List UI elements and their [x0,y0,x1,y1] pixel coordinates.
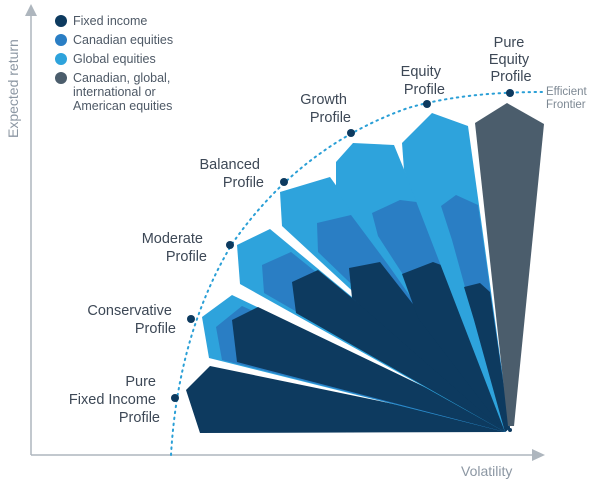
segment-pure-fixed-income [186,366,510,433]
fixed-income-band [349,262,510,432]
legend-swatch [55,53,67,65]
x-axis-arrow-icon [532,449,545,461]
legend-item-canadian-equities: Canadian equities [55,33,173,47]
segment-balanced [280,177,510,432]
segment-moderate [237,229,510,432]
fan-apex [508,428,512,432]
profile-nodes [171,89,514,402]
segment-pure-equity [475,103,544,426]
legend-swatch [55,34,67,46]
label-equity: Equity Profile [401,64,445,98]
x-axis-label: Volatility [461,463,512,479]
legend-label: Fixed income [73,14,147,28]
label-growth: Growth Profile [300,92,351,126]
segment-growth [336,143,510,432]
profile-segments [186,103,544,433]
legend-label: Canadian equities [73,33,173,47]
legend-swatch [55,72,67,84]
segment-equity [402,113,510,432]
legend-item-global-equities: Global equities [55,52,156,66]
efficient-frontier-label-line1: Efficient [546,86,588,98]
fixed-income-band [402,262,510,432]
segment-conservative [202,295,510,432]
fixed-income-band [186,366,510,433]
node-growth [347,129,355,137]
fixed-income-band [292,270,510,432]
label-pure-equity: Pure Equity Profile [489,35,533,85]
fixed-income-band [232,307,510,432]
node-conservative [187,315,195,323]
fixed-income-band [464,283,510,432]
legend-label: Global equities [73,52,156,66]
legend: Fixed income Canadian equities Global eq… [55,14,174,113]
pure-equity-band [475,103,544,426]
y-axis-label: Expected return [5,39,21,138]
label-pure-fixed-income: Pure Fixed Income Profile [69,374,160,426]
node-equity [423,100,431,108]
node-balanced [280,178,288,186]
node-pure-equity [506,89,514,97]
label-conservative: Conservative Profile [87,303,176,337]
legend-item-all-equities: Canadian, global, international or Ameri… [55,71,174,113]
efficient-frontier: Efficient Frontier [170,86,588,456]
efficient-frontier-curve [170,91,543,456]
axes: Expected return Volatility [5,4,545,479]
legend-item-fixed-income: Fixed income [55,14,147,28]
y-axis-arrow-icon [25,4,37,16]
label-balanced: Balanced Profile [200,157,265,191]
legend-label: Canadian, global, international or Ameri… [73,71,174,113]
label-moderate: Moderate Profile [142,231,207,265]
node-moderate [226,241,234,249]
efficient-frontier-label-line2: Frontier [546,99,586,111]
node-pure-fixed-income [171,394,179,402]
profile-labels: Pure Fixed Income Profile Conservative P… [69,35,533,426]
legend-swatch [55,15,67,27]
